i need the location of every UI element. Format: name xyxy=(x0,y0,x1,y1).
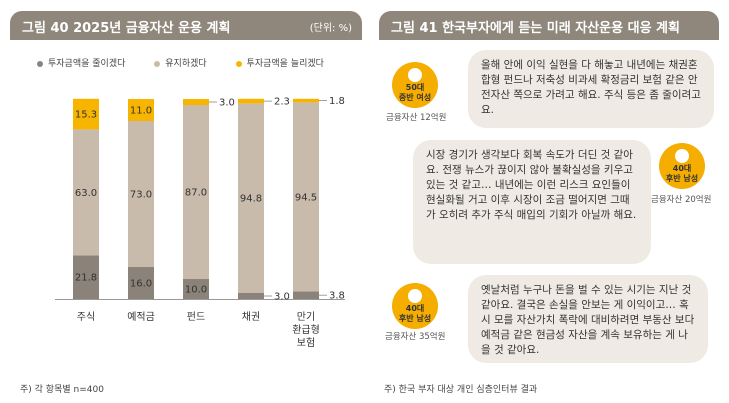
avatar-label-2: 40대 후반 남성 xyxy=(665,164,699,183)
legend-item-increase: 투자금액을 늘리겠다 xyxy=(235,56,324,69)
stacked-bar-chart: 21.8 63.0 15.3 주식 16.0 73.0 11.0 예적금 10.0 87.0 3.0… xyxy=(55,96,345,349)
bar-segment xyxy=(183,99,209,105)
right-footnote: 주) 한국 부자 대상 개인 심층인터뷰 결과 xyxy=(384,385,538,395)
data-label: 10.0 xyxy=(185,285,207,296)
bar-segment xyxy=(73,98,99,130)
bar-segment xyxy=(238,293,264,299)
category-label: 만기 xyxy=(297,311,315,323)
left-panel-header: 그림 40 2025년 금융자산 운용 계획 (단위: %) xyxy=(10,11,362,40)
bar-segment xyxy=(128,99,154,121)
legend-swatch-maintain xyxy=(154,60,161,67)
avatar-interviewee-2: 40대 후반 남성 xyxy=(659,143,705,189)
legend-item-decrease: 투자금액을 줄이겠다 xyxy=(37,56,125,69)
legend-label-increase: 투자금액을 늘리겠다 xyxy=(246,59,324,69)
data-label: 3.0 xyxy=(274,292,290,303)
bar-segment xyxy=(128,121,154,267)
category-label: 채권 xyxy=(242,311,260,323)
legend-swatch-increase xyxy=(235,60,242,67)
avatar-label-3: 40대 후반 남성 xyxy=(398,304,432,323)
category-label: 펀드 xyxy=(187,311,205,323)
bar-segment xyxy=(238,98,264,104)
category-label: 주식 xyxy=(77,311,95,323)
legend-label-maintain: 유지하겠다 xyxy=(165,59,207,69)
asset-label-1: 금융자산 12억원 xyxy=(386,113,447,123)
bar-segment xyxy=(293,102,319,292)
avatar-interviewee-3: 40대 후반 남성 xyxy=(392,283,438,329)
data-label: 94.8 xyxy=(240,194,262,205)
bar-segment xyxy=(293,291,319,299)
bar-segment xyxy=(238,103,264,294)
chart-legend: 투자금액을 줄이겠다 유지하겠다 투자금액을 늘리겠다 xyxy=(37,56,350,69)
person-icon xyxy=(408,289,422,303)
person-icon xyxy=(675,149,689,163)
quote-bubble-2: 시장 경기가 생각보다 회복 속도가 더딘 것 같아요. 전쟁 뉴스가 끊이지 … xyxy=(413,140,651,264)
legend-label-decrease: 투자금액을 줄이겠다 xyxy=(48,59,126,69)
bar-segment xyxy=(128,267,154,299)
asset-label-3: 금융자산 35억원 xyxy=(385,332,446,342)
data-label: 21.8 xyxy=(75,273,97,284)
category-label: 환급형 xyxy=(292,324,320,336)
data-label: 1.8 xyxy=(329,96,345,107)
data-label: 63.0 xyxy=(75,188,97,199)
data-label: 15.3 xyxy=(75,110,97,121)
person-icon xyxy=(408,68,422,82)
bar-segment xyxy=(293,98,319,103)
category-label: 예적금 xyxy=(127,311,155,323)
left-panel-title: 그림 40 2025년 금융자산 운용 계획 xyxy=(22,21,231,36)
data-label: 3.0 xyxy=(219,98,235,109)
right-panel-header: 그림 41 한국부자에게 듣는 미래 자산운용 대응 계획 xyxy=(379,11,719,40)
legend-swatch-decrease xyxy=(37,60,43,67)
data-label: 2.3 xyxy=(274,97,290,108)
legend-item-maintain: 유지하겠다 xyxy=(154,56,207,69)
quote-bubble-1: 올해 안에 이익 실현을 다 해놓고 내년에는 채권혼합형 펀드나 저축성 비과… xyxy=(468,50,714,128)
data-label: 87.0 xyxy=(185,188,207,199)
data-label: 11.0 xyxy=(130,106,152,117)
data-label: 3.8 xyxy=(329,291,345,302)
category-label: 보험 xyxy=(297,337,315,349)
asset-label-2: 금융자산 20억원 xyxy=(651,195,712,205)
quote-bubble-3: 옛날처럼 누구나 돈을 벌 수 있는 시기는 지난 것 같아요. 결국은 손실을… xyxy=(468,275,708,363)
bar-segment xyxy=(183,105,209,279)
avatar-label-1: 50대 중반 여성 xyxy=(398,83,432,102)
right-panel-title: 그림 41 한국부자에게 듣는 미래 자산운용 대응 계획 xyxy=(391,21,680,36)
unit-label: (단위: %) xyxy=(309,23,352,34)
bar-segment xyxy=(183,279,209,299)
left-footnote: 주) 각 항목별 n=400 xyxy=(20,385,104,395)
data-label: 73.0 xyxy=(130,190,152,201)
data-label: 16.0 xyxy=(130,279,152,290)
data-label: 94.5 xyxy=(295,192,317,203)
bar-segment xyxy=(73,129,99,256)
bar-segment xyxy=(73,255,99,299)
avatar-interviewee-1: 50대 중반 여성 xyxy=(392,62,438,108)
